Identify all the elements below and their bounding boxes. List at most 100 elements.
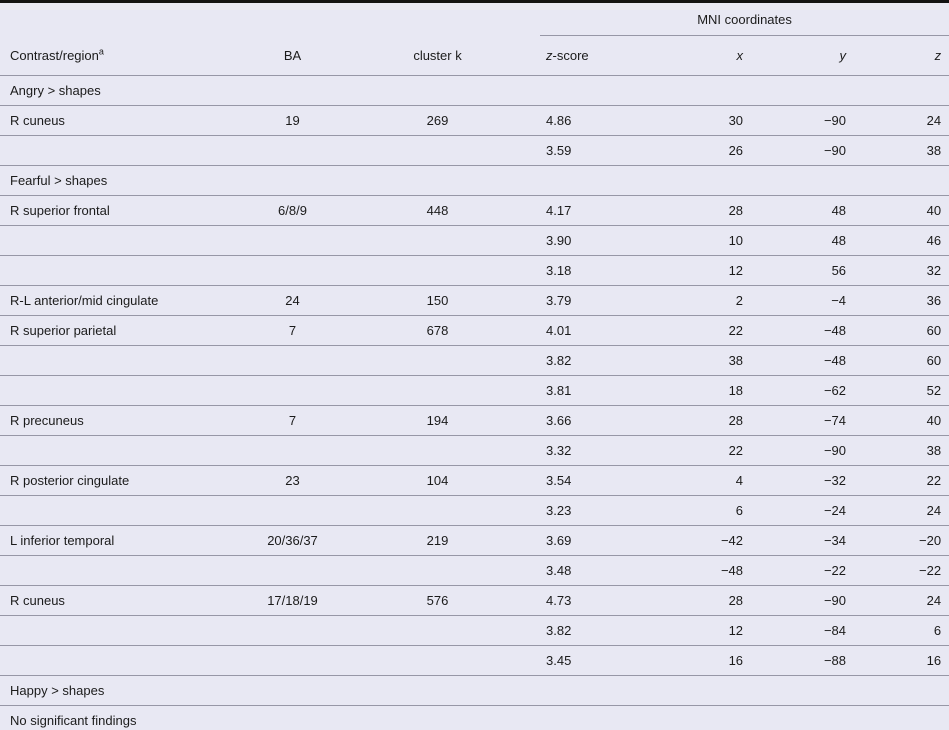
- cell-x: −48: [635, 555, 748, 586]
- cell-k: 678: [335, 315, 541, 346]
- cell-z: 40: [850, 405, 949, 436]
- cell-x: 22: [635, 435, 748, 466]
- cell-region: [0, 555, 250, 586]
- cell-region: [0, 375, 250, 406]
- cell-y: 48: [747, 195, 851, 226]
- cell-z: 36: [850, 285, 949, 316]
- cell-x: 12: [635, 615, 748, 646]
- cell-zscore: 3.59: [540, 135, 636, 166]
- cell-region: R-L anterior/mid cingulate: [0, 285, 250, 316]
- cell-z: 24: [850, 495, 949, 526]
- section-label: No significant findings: [0, 705, 949, 730]
- table-row: 3.32 22 −90 38: [0, 435, 949, 466]
- section-row: No significant findings: [0, 705, 949, 730]
- cell-zscore: 3.48: [540, 555, 636, 586]
- cell-z: 32: [850, 255, 949, 286]
- cell-k: 150: [335, 285, 541, 316]
- cell-k: 576: [335, 585, 541, 616]
- table-row: 3.45 16 −88 16: [0, 645, 949, 676]
- cell-zscore: 4.86: [540, 105, 636, 136]
- cell-zscore: 3.66: [540, 405, 636, 436]
- cell-zscore: 3.90: [540, 225, 636, 256]
- cell-z: −22: [850, 555, 949, 586]
- cell-k: 194: [335, 405, 541, 436]
- cell-region: [0, 435, 250, 466]
- cell-region: R posterior cingulate: [0, 465, 250, 496]
- table-row: R-L anterior/mid cingulate 24 150 3.79 2 −4 36: [0, 285, 949, 316]
- cell-k: 269: [335, 105, 541, 136]
- cell-y: −88: [747, 645, 851, 676]
- cell-zscore: 3.82: [540, 615, 636, 646]
- cell-z: 52: [850, 375, 949, 406]
- cell-ba: 17/18/19: [250, 585, 335, 616]
- table-row: 3.82 12 −84 6: [0, 615, 949, 646]
- cell-ba: [250, 615, 335, 646]
- cell-ba: 6/8/9: [250, 195, 335, 226]
- column-header-z: z: [850, 35, 949, 76]
- table-row: R superior parietal 7 678 4.01 22 −48 60: [0, 315, 949, 346]
- cell-region: [0, 135, 250, 166]
- cell-x: 22: [635, 315, 748, 346]
- cell-y: −48: [747, 345, 851, 376]
- column-header-x: x: [635, 35, 748, 76]
- cell-ba: [250, 495, 335, 526]
- section-row: Fearful > shapes: [0, 165, 949, 196]
- column-header-cluster-k: cluster k: [335, 35, 541, 76]
- cell-y: −32: [747, 465, 851, 496]
- cell-region: R cuneus: [0, 105, 250, 136]
- cell-k: [335, 345, 541, 376]
- cell-x: 38: [635, 345, 748, 376]
- cell-k: 448: [335, 195, 541, 226]
- table-row: R superior frontal 6/8/9 448 4.17 28 48 40: [0, 195, 949, 226]
- cell-z: 38: [850, 435, 949, 466]
- cell-region: R superior frontal: [0, 195, 250, 226]
- cell-zscore: 3.81: [540, 375, 636, 406]
- cell-x: 12: [635, 255, 748, 286]
- cell-z: 6: [850, 615, 949, 646]
- cell-region: [0, 615, 250, 646]
- cell-zscore: 3.69: [540, 525, 636, 556]
- column-header-zscore-rest: -score: [552, 48, 589, 63]
- cell-y: −84: [747, 615, 851, 646]
- column-header-region: Contrast/regiona: [0, 35, 250, 76]
- cell-ba: 7: [250, 315, 335, 346]
- mni-header-row: MNI coordinates: [0, 1, 949, 36]
- cell-y: −22: [747, 555, 851, 586]
- table-row: L inferior temporal 20/36/37 219 3.69 −42 −34…: [0, 525, 949, 556]
- cell-y: 56: [747, 255, 851, 286]
- cell-x: 2: [635, 285, 748, 316]
- table-row: 3.48 −48 −22 −22: [0, 555, 949, 586]
- cell-z: 22: [850, 465, 949, 496]
- section-row: Happy > shapes: [0, 675, 949, 706]
- table-row: R precuneus 7 194 3.66 28 −74 40: [0, 405, 949, 436]
- cell-y: −62: [747, 375, 851, 406]
- cell-y: −90: [747, 105, 851, 136]
- cell-k: [335, 135, 541, 166]
- column-header-y: y: [747, 35, 851, 76]
- table-row: R cuneus 19 269 4.86 30 −90 24: [0, 105, 949, 136]
- table-row: 3.90 10 48 46: [0, 225, 949, 256]
- section-label: Happy > shapes: [0, 675, 949, 706]
- cell-ba: [250, 645, 335, 676]
- cell-x: 28: [635, 195, 748, 226]
- cell-z: 24: [850, 585, 949, 616]
- column-header-region-label: Contrast/region: [10, 47, 99, 63]
- cell-zscore: 3.18: [540, 255, 636, 286]
- table-row: R posterior cingulate 23 104 3.54 4 −32 22: [0, 465, 949, 496]
- table-row: 3.82 38 −48 60: [0, 345, 949, 376]
- cell-zscore: 3.82: [540, 345, 636, 376]
- table-row: 3.18 12 56 32: [0, 255, 949, 286]
- section-row: Angry > shapes: [0, 75, 949, 106]
- cell-x: 16: [635, 645, 748, 676]
- table-row: 3.81 18 −62 52: [0, 375, 949, 406]
- cell-z: 60: [850, 345, 949, 376]
- cell-zscore: 3.45: [540, 645, 636, 676]
- cell-zscore: 4.73: [540, 585, 636, 616]
- cell-ba: 23: [250, 465, 335, 496]
- cell-k: [335, 615, 541, 646]
- cell-k: [335, 255, 541, 286]
- cell-y: −90: [747, 435, 851, 466]
- cell-x: 10: [635, 225, 748, 256]
- cell-region: R precuneus: [0, 405, 250, 436]
- table-row: 3.59 26 −90 38: [0, 135, 949, 166]
